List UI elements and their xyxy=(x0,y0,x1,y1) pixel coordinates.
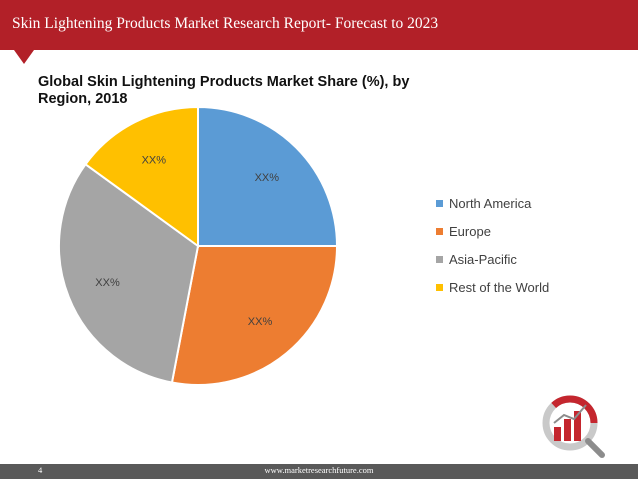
pie-slice-europe xyxy=(170,245,339,386)
legend-label: Asia-Pacific xyxy=(449,252,517,267)
pie-data-label: XX% xyxy=(255,172,280,184)
pie-data-label: XX% xyxy=(95,277,120,289)
pie-slice-asia-pacific xyxy=(58,162,200,384)
legend-swatch xyxy=(436,284,443,291)
mrfr-logo-icon xyxy=(542,395,605,458)
legend-swatch xyxy=(436,200,443,207)
footer-bar: 4 www.marketresearchfuture.com xyxy=(0,464,638,479)
pie-slice-rest-of-the-world xyxy=(84,105,199,248)
legend-label: North America xyxy=(449,196,532,211)
header-notch xyxy=(14,50,34,64)
page-number: 4 xyxy=(38,465,43,475)
legend-swatch xyxy=(436,256,443,263)
legend-label: Europe xyxy=(449,224,491,239)
footer-url: www.marketresearchfuture.com xyxy=(264,465,374,475)
pie-slice-north-america xyxy=(197,105,339,247)
pie-data-label: XX% xyxy=(248,316,273,328)
pie-data-label: XX% xyxy=(142,154,167,166)
chart-title: Global Skin Lightening Products Market S… xyxy=(38,74,410,107)
header-title: Skin Lightening Products Market Research… xyxy=(12,15,439,32)
pie-slices xyxy=(58,105,339,386)
header-bar: Skin Lightening Products Market Research… xyxy=(0,0,638,50)
chart-legend: North America Europe Asia-Pacific Rest of t… xyxy=(436,196,549,295)
legend-label: Rest of the World xyxy=(449,280,549,295)
pie-data-labels: XX% XX% XX% XX% xyxy=(95,154,279,328)
legend-swatch xyxy=(436,228,443,235)
